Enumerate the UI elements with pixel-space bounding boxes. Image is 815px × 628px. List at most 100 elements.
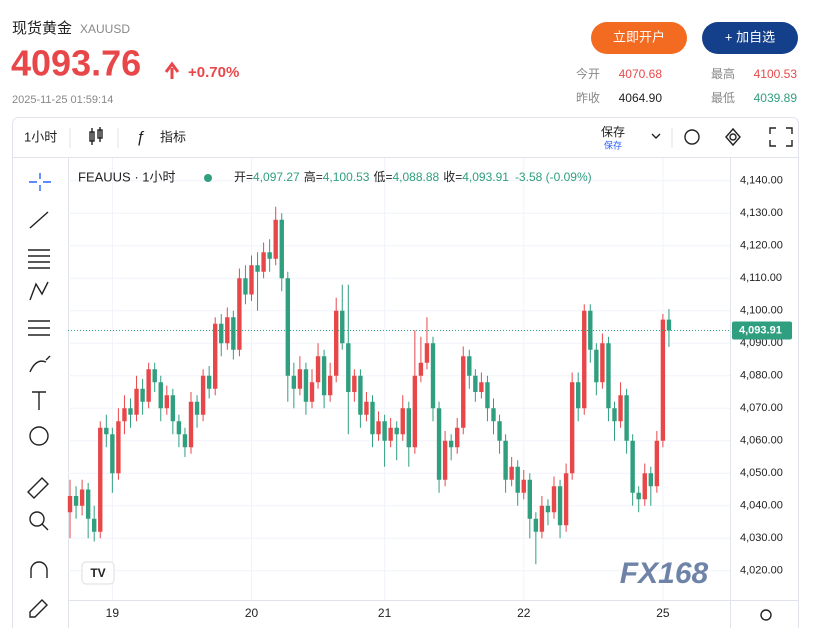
tv-logo[interactable]: [81, 561, 115, 585]
open-account-button[interactable]: [591, 22, 687, 54]
legend-value: 4,100.53: [323, 170, 370, 184]
candle-body: [418, 362, 424, 376]
legend-label: 收=: [443, 170, 462, 184]
candle-body: [219, 323, 224, 344]
legend-value: 4,093.91: [462, 170, 509, 184]
candle-body: [303, 369, 309, 402]
candle-body: [436, 408, 442, 480]
y-tick-label: 4,020.00: [740, 565, 783, 577]
fullscreen-icon[interactable]: [769, 127, 793, 147]
brush-tool[interactable]: [29, 355, 51, 373]
candle-body: [200, 375, 206, 415]
x-tick-label: 21: [378, 606, 392, 620]
candle-body: [346, 343, 351, 392]
candle-body: [582, 310, 587, 409]
candle-body: [140, 388, 145, 402]
candle-body: [122, 408, 127, 422]
stat-label: 今开: [576, 66, 600, 81]
candle-body: [206, 375, 212, 389]
candle-body: [182, 434, 188, 448]
candle-body: [624, 395, 629, 441]
candle-body: [285, 278, 290, 376]
candle-body: [636, 492, 641, 500]
text-tool[interactable]: [32, 391, 46, 410]
legend-value: 4,097.27: [253, 170, 300, 184]
y-tick-label: 4,050.00: [740, 467, 783, 479]
candle-body: [448, 440, 454, 448]
candle-body: [176, 421, 182, 435]
line-tool[interactable]: [29, 211, 49, 229]
candle-body: [382, 421, 387, 441]
legend-value: 4,088.88: [392, 170, 439, 184]
settings-dot: [729, 133, 737, 141]
save-sub: 保存: [604, 139, 622, 150]
x-tick-label: 25: [656, 606, 670, 620]
candle-body: [110, 434, 115, 474]
zoom-handle: [41, 523, 49, 531]
chart-frame: [12, 117, 799, 628]
fx-icon[interactable]: ƒ: [136, 129, 145, 146]
candle-body: [261, 252, 266, 272]
candle-body: [569, 382, 575, 474]
candle-body: [92, 518, 97, 532]
candle-body: [515, 466, 520, 493]
crosshair-tool[interactable]: [29, 173, 51, 191]
change: +0.70%: [188, 64, 239, 81]
candle-body: [364, 401, 369, 415]
zoom-tool[interactable]: [29, 511, 45, 527]
alert-icon[interactable]: [684, 129, 700, 145]
settings-icon[interactable]: [725, 127, 741, 147]
lock-tool[interactable]: [29, 599, 48, 618]
save[interactable]: 保存: [601, 125, 625, 139]
candle-body: [497, 421, 502, 441]
legend-label: 低=: [373, 170, 392, 184]
y-tick-label: 4,070.00: [740, 402, 783, 414]
candle-body: [479, 382, 484, 392]
emoji-tool[interactable]: [29, 426, 49, 446]
candle-icon[interactable]: [89, 127, 103, 145]
candle-body: [563, 473, 569, 526]
candle-body: [666, 319, 672, 331]
candle-body: [340, 310, 345, 344]
magnet-tool[interactable]: [30, 561, 48, 578]
fib-tool[interactable]: [28, 249, 50, 269]
candle-body: [539, 505, 545, 532]
watchlist-button[interactable]: [702, 22, 798, 54]
y-tick-label: 4,080.00: [740, 370, 783, 382]
plot: FX168: [67, 158, 730, 600]
candle-body: [533, 518, 539, 532]
indicators[interactable]: 指标: [160, 129, 186, 144]
watchlist-label[interactable]: + 加自选: [725, 29, 775, 44]
y-tick-label: 4,090.00: [740, 337, 783, 349]
candle-body: [473, 375, 478, 392]
title: 现货黄金: [12, 20, 72, 37]
candle-body: [394, 427, 399, 435]
candle-body: [654, 440, 660, 487]
candle-body: [455, 427, 460, 448]
candle-body: [231, 317, 236, 350]
pattern-tool[interactable]: [29, 281, 49, 301]
dropdown[interactable]: [651, 133, 661, 139]
up-arrow: [164, 61, 180, 79]
candle-body: [606, 343, 611, 409]
ruler-tool[interactable]: [27, 477, 49, 499]
interval[interactable]: 1小时: [24, 129, 57, 144]
candle-body: [297, 369, 303, 389]
candle-body: [430, 343, 436, 409]
candle-body: [146, 369, 151, 402]
projection-tool[interactable]: [28, 320, 50, 336]
last-price-tag: [732, 321, 792, 340]
candle-body: [321, 356, 327, 396]
tv-logo-text: TV: [90, 566, 105, 580]
candle-body: [370, 401, 375, 435]
x-tick-label: 20: [245, 606, 259, 620]
candle-body: [116, 421, 121, 474]
legend-symbol: FEAUUS · 1小时: [78, 169, 176, 184]
y-tick-label: 4,130.00: [740, 207, 783, 219]
candle-body: [642, 473, 647, 500]
candle-body: [170, 395, 176, 422]
open-account-label[interactable]: 立即开户: [613, 29, 665, 44]
candle-body: [267, 252, 272, 259]
axis-settings[interactable]: [760, 609, 772, 621]
candle-body: [237, 278, 242, 350]
